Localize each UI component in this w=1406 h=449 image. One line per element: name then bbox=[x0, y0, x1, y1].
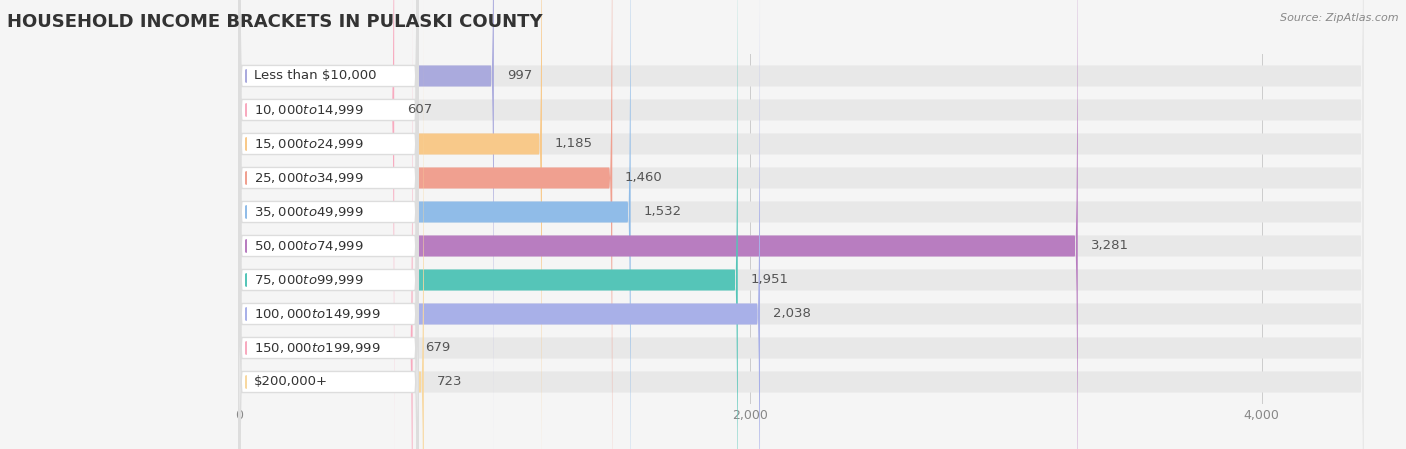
Text: 2,038: 2,038 bbox=[773, 308, 811, 321]
Text: 997: 997 bbox=[506, 70, 531, 83]
FancyBboxPatch shape bbox=[239, 0, 1364, 449]
FancyBboxPatch shape bbox=[239, 0, 418, 449]
FancyBboxPatch shape bbox=[239, 0, 418, 449]
FancyBboxPatch shape bbox=[239, 0, 1364, 449]
FancyBboxPatch shape bbox=[239, 0, 418, 449]
Text: 1,185: 1,185 bbox=[555, 137, 593, 150]
Text: $25,000 to $34,999: $25,000 to $34,999 bbox=[254, 171, 364, 185]
FancyBboxPatch shape bbox=[239, 0, 412, 449]
Text: $35,000 to $49,999: $35,000 to $49,999 bbox=[254, 205, 364, 219]
FancyBboxPatch shape bbox=[239, 0, 1078, 449]
FancyBboxPatch shape bbox=[239, 0, 394, 449]
FancyBboxPatch shape bbox=[239, 0, 761, 449]
FancyBboxPatch shape bbox=[239, 0, 631, 449]
FancyBboxPatch shape bbox=[239, 0, 418, 449]
FancyBboxPatch shape bbox=[239, 0, 418, 449]
FancyBboxPatch shape bbox=[239, 0, 494, 449]
Text: $10,000 to $14,999: $10,000 to $14,999 bbox=[254, 103, 364, 117]
FancyBboxPatch shape bbox=[239, 0, 612, 449]
FancyBboxPatch shape bbox=[239, 0, 423, 449]
Text: $150,000 to $199,999: $150,000 to $199,999 bbox=[254, 341, 381, 355]
Text: $200,000+: $200,000+ bbox=[254, 375, 329, 388]
Text: Less than $10,000: Less than $10,000 bbox=[254, 70, 377, 83]
FancyBboxPatch shape bbox=[239, 0, 1364, 449]
FancyBboxPatch shape bbox=[239, 0, 418, 449]
FancyBboxPatch shape bbox=[239, 0, 1364, 449]
Text: 1,951: 1,951 bbox=[751, 273, 789, 286]
FancyBboxPatch shape bbox=[239, 0, 418, 449]
Text: 1,460: 1,460 bbox=[626, 172, 662, 185]
FancyBboxPatch shape bbox=[239, 0, 1364, 449]
Text: 1,532: 1,532 bbox=[644, 206, 682, 219]
FancyBboxPatch shape bbox=[239, 0, 1364, 449]
FancyBboxPatch shape bbox=[239, 0, 738, 449]
Text: 3,281: 3,281 bbox=[1091, 239, 1129, 252]
Text: $50,000 to $74,999: $50,000 to $74,999 bbox=[254, 239, 364, 253]
Text: $15,000 to $24,999: $15,000 to $24,999 bbox=[254, 137, 364, 151]
Text: Source: ZipAtlas.com: Source: ZipAtlas.com bbox=[1281, 13, 1399, 23]
FancyBboxPatch shape bbox=[239, 0, 1364, 449]
FancyBboxPatch shape bbox=[239, 0, 1364, 449]
Text: 607: 607 bbox=[406, 103, 432, 116]
FancyBboxPatch shape bbox=[239, 0, 418, 449]
FancyBboxPatch shape bbox=[239, 0, 541, 449]
FancyBboxPatch shape bbox=[239, 0, 418, 449]
Text: 679: 679 bbox=[426, 342, 451, 355]
Text: HOUSEHOLD INCOME BRACKETS IN PULASKI COUNTY: HOUSEHOLD INCOME BRACKETS IN PULASKI COU… bbox=[7, 13, 543, 31]
FancyBboxPatch shape bbox=[239, 0, 418, 449]
Text: 723: 723 bbox=[437, 375, 463, 388]
Text: $75,000 to $99,999: $75,000 to $99,999 bbox=[254, 273, 364, 287]
Text: $100,000 to $149,999: $100,000 to $149,999 bbox=[254, 307, 381, 321]
FancyBboxPatch shape bbox=[239, 0, 1364, 449]
FancyBboxPatch shape bbox=[239, 0, 1364, 449]
